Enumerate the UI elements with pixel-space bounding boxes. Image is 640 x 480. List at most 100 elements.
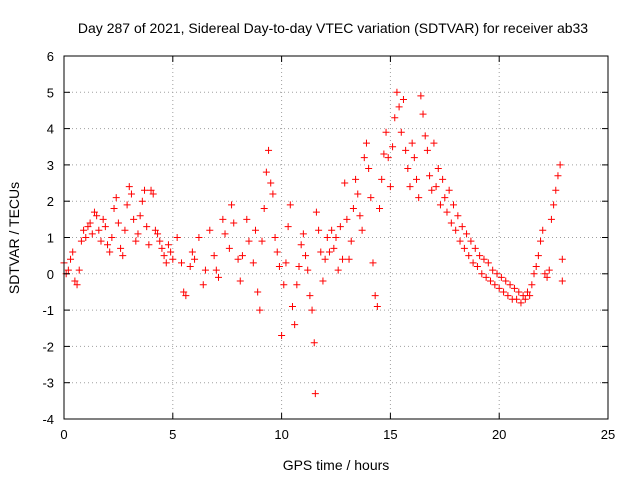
data-point	[367, 194, 375, 202]
data-point	[530, 270, 538, 278]
data-point	[402, 146, 410, 154]
x-tick-label: 15	[383, 427, 397, 442]
data-point	[71, 277, 79, 285]
data-point	[302, 252, 310, 260]
data-point	[354, 190, 362, 198]
data-point	[228, 201, 236, 209]
data-point	[399, 96, 407, 104]
data-point	[123, 201, 131, 209]
data-point	[445, 186, 453, 194]
data-point	[493, 270, 501, 278]
data-point	[230, 219, 238, 227]
data-point	[380, 150, 388, 158]
data-point	[382, 128, 390, 136]
data-point	[158, 244, 166, 252]
data-point	[465, 252, 473, 260]
axis-ticks: 0 5 10 15 20 25 -4 -3 -2 -1 0 1 2 3 4 5 6	[42, 49, 615, 442]
grid	[64, 56, 608, 419]
data-point	[117, 244, 125, 252]
data-point	[423, 146, 431, 154]
data-point	[182, 292, 190, 300]
data-point	[386, 183, 394, 191]
data-point	[519, 292, 527, 300]
data-point	[365, 165, 373, 173]
data-point	[130, 215, 138, 223]
data-point	[467, 237, 475, 245]
y-tick-label: 2	[47, 194, 54, 209]
y-tick-label: 3	[47, 158, 54, 173]
data-point	[408, 139, 416, 147]
data-point	[134, 230, 142, 238]
data-point	[273, 248, 281, 256]
data-point	[391, 114, 399, 122]
data-point	[436, 201, 444, 209]
data-point	[154, 230, 162, 238]
y-tick-label: 5	[47, 85, 54, 100]
data-point	[393, 88, 401, 96]
data-point	[295, 263, 303, 271]
data-point	[517, 299, 525, 307]
data-point	[251, 226, 259, 234]
data-point	[443, 208, 451, 216]
data-point	[293, 281, 301, 289]
y-tick-label: -3	[42, 376, 54, 391]
data-point	[278, 332, 286, 340]
data-point	[141, 186, 149, 194]
data-point	[328, 226, 336, 234]
data-point	[556, 161, 564, 169]
data-point	[541, 270, 549, 278]
data-point	[275, 263, 283, 271]
data-points	[60, 88, 566, 398]
data-point	[439, 175, 447, 183]
data-point	[214, 273, 222, 281]
data-point	[500, 288, 508, 296]
data-point	[373, 302, 381, 310]
data-point	[543, 273, 551, 281]
data-point	[558, 255, 566, 263]
data-point	[180, 288, 188, 296]
data-point	[360, 154, 368, 162]
data-point	[104, 241, 112, 249]
data-point	[284, 223, 292, 231]
data-point	[260, 204, 268, 212]
data-point	[164, 241, 172, 249]
data-point	[210, 252, 218, 260]
data-point	[395, 103, 403, 111]
data-point	[332, 234, 340, 241]
data-point	[151, 226, 159, 234]
data-point	[339, 255, 347, 263]
data-point	[325, 248, 333, 256]
data-point	[299, 230, 307, 238]
data-point	[256, 306, 264, 314]
data-point	[473, 263, 481, 271]
data-point	[358, 226, 366, 234]
data-point	[489, 266, 497, 274]
data-point	[502, 277, 510, 285]
data-point	[186, 263, 194, 271]
data-point	[125, 183, 133, 191]
data-point	[315, 226, 323, 234]
y-axis-label: SDTVAR / TECUs	[6, 182, 22, 294]
data-point	[206, 226, 214, 234]
data-point	[515, 288, 523, 296]
data-point	[188, 248, 196, 256]
data-point	[384, 154, 392, 162]
data-point	[114, 219, 122, 227]
data-point	[552, 186, 560, 194]
data-point	[554, 172, 562, 180]
y-tick-label: 1	[47, 231, 54, 246]
data-point	[112, 194, 120, 202]
data-point	[550, 201, 558, 209]
data-point	[341, 179, 349, 187]
data-point	[352, 175, 360, 183]
data-point	[482, 273, 490, 281]
data-point	[532, 263, 540, 271]
data-point	[369, 259, 377, 267]
data-point	[534, 252, 542, 260]
data-point	[121, 226, 129, 234]
data-point	[162, 259, 170, 267]
data-point	[90, 208, 98, 216]
data-point	[378, 175, 386, 183]
data-point	[271, 234, 279, 241]
